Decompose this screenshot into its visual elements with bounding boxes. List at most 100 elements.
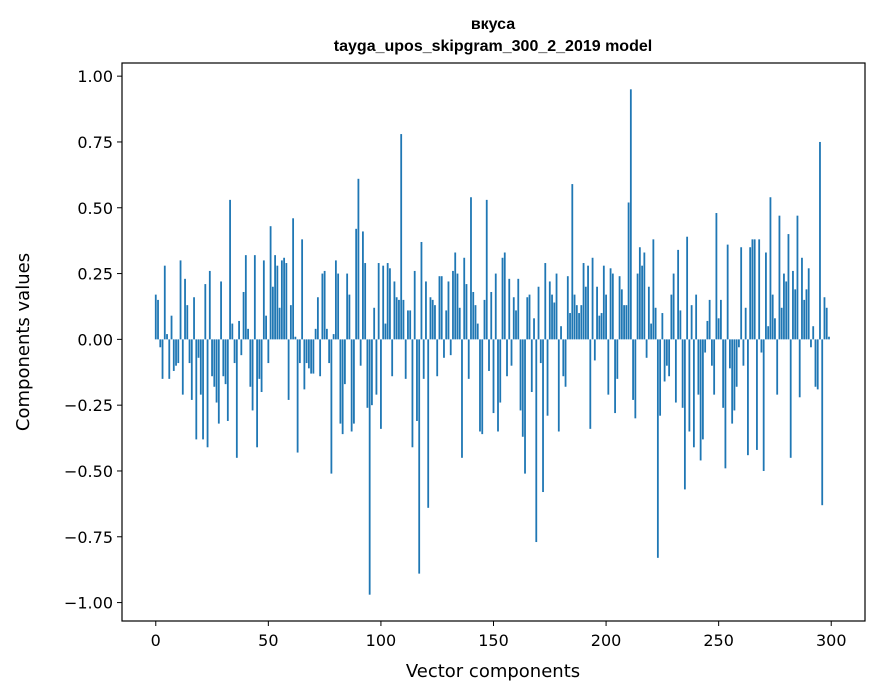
bar [740, 247, 743, 340]
bar [551, 294, 553, 340]
bar [537, 286, 540, 340]
bar [783, 273, 785, 340]
bar [193, 297, 195, 340]
bar [386, 263, 389, 340]
bar [215, 339, 218, 403]
bar [591, 257, 594, 340]
bar [434, 305, 436, 340]
bar [298, 339, 301, 364]
bar [181, 339, 184, 395]
bar [208, 270, 211, 340]
bar [629, 89, 632, 340]
bar [454, 252, 457, 340]
bar [810, 339, 812, 348]
bar [771, 294, 774, 340]
bar [494, 273, 497, 340]
bar [706, 320, 709, 340]
bar [476, 323, 479, 340]
bar [816, 339, 819, 390]
y-tick-label: 1.00 [77, 67, 113, 86]
bar [821, 339, 824, 506]
bar [539, 339, 542, 364]
bar [652, 239, 655, 340]
bar [393, 281, 396, 340]
bar [321, 273, 324, 340]
bar [488, 339, 490, 371]
bar [159, 339, 162, 348]
x-tick-label: 200 [591, 631, 622, 650]
bar [177, 339, 180, 364]
bar [729, 339, 731, 369]
bar [778, 215, 781, 340]
bar [303, 339, 306, 390]
bar [776, 339, 779, 395]
bar [641, 265, 643, 340]
bar [353, 339, 355, 424]
bar [274, 255, 276, 340]
bar [688, 339, 691, 432]
bar [411, 339, 414, 448]
bar [271, 286, 274, 340]
bar [756, 339, 758, 450]
bar [474, 305, 477, 340]
bar [686, 236, 689, 340]
bar [220, 281, 222, 340]
bar [222, 339, 225, 377]
bar [499, 339, 502, 403]
bar [521, 339, 524, 437]
bar [296, 339, 299, 453]
bar [402, 299, 405, 340]
bar [819, 141, 821, 340]
bar [620, 289, 623, 340]
bar [546, 339, 549, 416]
bar [828, 336, 830, 340]
bar [512, 297, 515, 340]
bar [211, 339, 213, 377]
bar [533, 318, 535, 340]
bar [373, 307, 376, 340]
bar [715, 213, 718, 340]
y-tick-label: −0.75 [64, 528, 113, 547]
bar [787, 234, 790, 340]
bar [611, 273, 614, 340]
bar [672, 273, 675, 340]
bar [170, 315, 173, 340]
bar [328, 339, 331, 364]
bar [683, 339, 686, 490]
bar [197, 339, 200, 358]
y-axis-ticks: 1.00 0.75 0.50 0.25 0.00 −0.25 −0.50 −0.75 −1.00 [64, 67, 122, 613]
bar [269, 226, 272, 340]
bar [747, 339, 749, 456]
bar [195, 339, 198, 440]
bar [526, 297, 529, 340]
bar [316, 297, 319, 340]
bar [636, 273, 639, 340]
bar [589, 339, 592, 429]
bar [240, 339, 243, 356]
bar [805, 289, 808, 340]
bar [584, 286, 587, 340]
bar [168, 339, 171, 379]
bar [569, 313, 571, 340]
bar [307, 339, 310, 369]
bar [226, 339, 229, 421]
bar [483, 299, 486, 340]
bar [627, 202, 630, 340]
bar [697, 339, 700, 395]
bar [409, 310, 412, 340]
bar [265, 315, 267, 340]
bar [247, 328, 249, 340]
bar [681, 339, 684, 408]
bar [596, 286, 598, 340]
bar [656, 339, 659, 558]
bar [553, 302, 556, 340]
bar [661, 313, 664, 340]
bar [413, 270, 416, 340]
bar [699, 339, 702, 461]
y-tick-label: −1.00 [64, 594, 113, 613]
bar [244, 255, 247, 340]
bar [528, 294, 531, 340]
bar [395, 297, 398, 340]
bar [517, 278, 520, 340]
bar [506, 339, 508, 377]
